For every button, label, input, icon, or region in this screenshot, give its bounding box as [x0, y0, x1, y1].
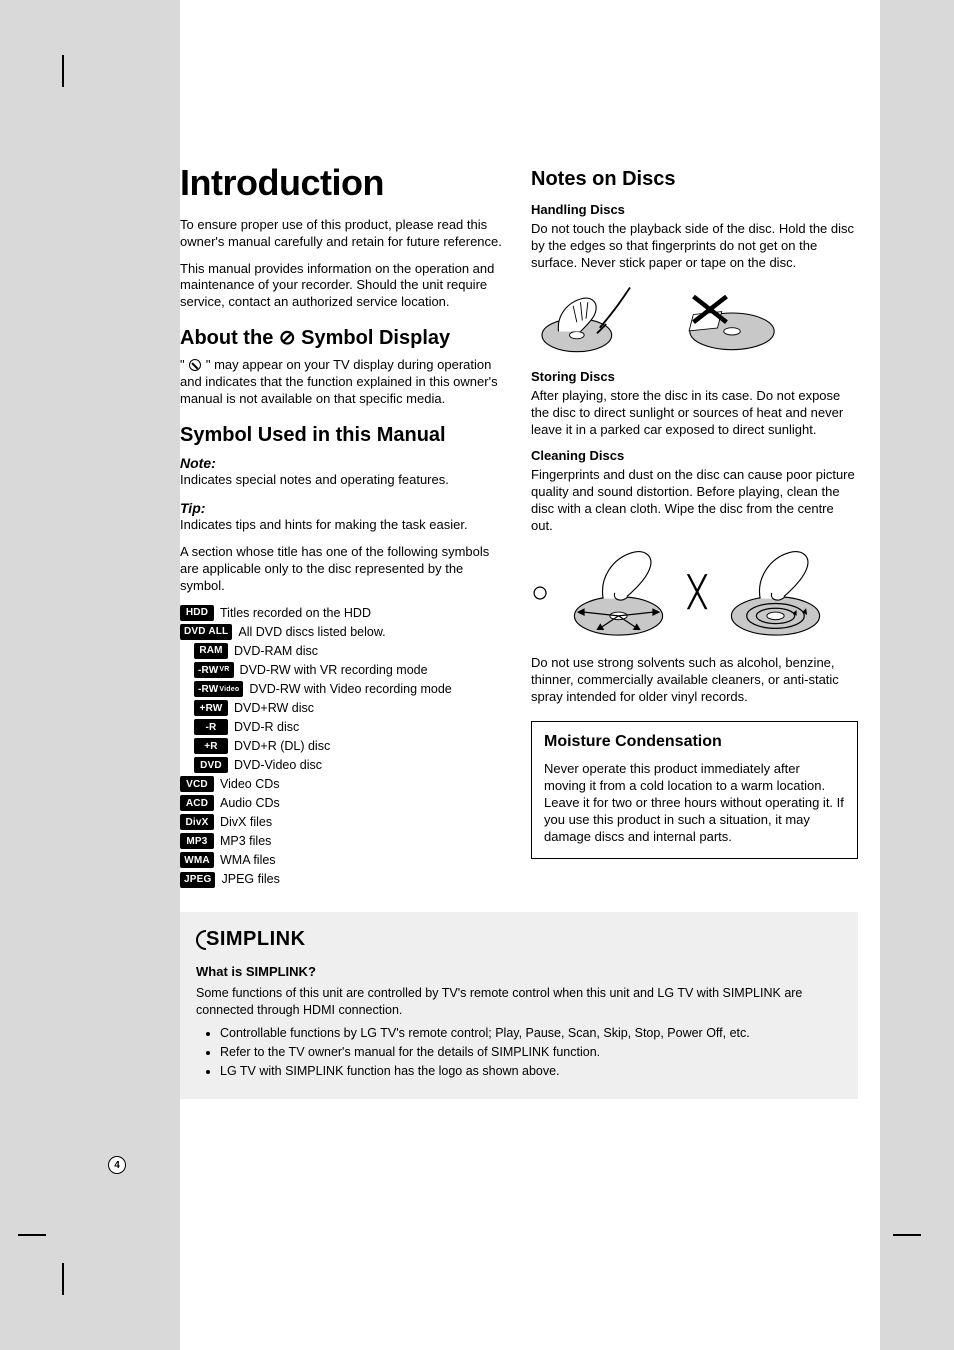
- about-symbol-text: " " may appear on your TV display during…: [180, 357, 507, 408]
- badge-description: WMA files: [220, 852, 276, 868]
- badge-description: DVD-RW with VR recording mode: [240, 662, 428, 678]
- left-column: Introduction To ensure proper use of thi…: [180, 160, 507, 890]
- disc-badge: DVD ALL: [180, 624, 232, 640]
- disc-badge: +RW: [194, 700, 228, 716]
- badge-description: DVD+RW disc: [234, 700, 314, 716]
- badge-description: Video CDs: [220, 776, 280, 792]
- wipe-radial-figure: [561, 545, 676, 641]
- badge-description: All DVD discs listed below.: [238, 624, 385, 640]
- crop-mark: [893, 1234, 921, 1236]
- page-title: Introduction: [180, 160, 507, 207]
- badge-row: DVD ALL All DVD discs listed below.: [180, 624, 507, 640]
- disc-badge: JPEG: [180, 872, 215, 888]
- simplink-bullet: Controllable functions by LG TV's remote…: [220, 1025, 842, 1042]
- badge-row: +R DVD+R (DL) disc: [194, 738, 507, 754]
- moisture-heading: Moisture Condensation: [544, 732, 845, 753]
- disc-badge: MP3: [180, 833, 214, 849]
- handling-figures: [531, 282, 858, 355]
- disc-badge: WMA: [180, 852, 214, 868]
- simplink-arc-icon: [196, 930, 206, 950]
- tip-text: Indicates tips and hints for making the …: [180, 517, 507, 534]
- intro-paragraph: To ensure proper use of this product, pl…: [180, 217, 507, 251]
- simplink-panel: SIMPLINK What is SIMPLINK? Some function…: [180, 912, 858, 1099]
- cleaning-text: Fingerprints and dust on the disc can ca…: [531, 467, 858, 535]
- badge-row: -RWVideo DVD-RW with Video recording mode: [194, 681, 507, 697]
- badge-row: HDD Titles recorded on the HDD: [180, 605, 507, 621]
- crop-mark: [18, 1234, 46, 1236]
- disc-badge: DivX: [180, 814, 214, 830]
- about-symbol-heading: About the ⊘ Symbol Display: [180, 325, 507, 351]
- badge-row: MP3 MP3 files: [180, 833, 507, 849]
- note-heading: Note:: [180, 454, 507, 472]
- storing-text: After playing, store the disc in its cas…: [531, 388, 858, 439]
- text: ": [180, 357, 188, 372]
- disc-badge: -R: [194, 719, 228, 735]
- simplink-intro: Some functions of this unit are controll…: [196, 985, 842, 1019]
- handling-text: Do not touch the playback side of the di…: [531, 221, 858, 272]
- badge-row: DVD DVD-Video disc: [194, 757, 507, 773]
- simplink-logo: SIMPLINK: [196, 926, 306, 953]
- badge-description: JPEG files: [221, 871, 279, 887]
- prohibit-icon: [189, 359, 201, 371]
- disc-badge: RAM: [194, 643, 228, 659]
- storing-heading: Storing Discs: [531, 369, 858, 386]
- ok-mark-icon: ○: [531, 573, 549, 612]
- cleaning-heading: Cleaning Discs: [531, 448, 858, 465]
- badge-row: RAM DVD-RAM disc: [194, 643, 507, 659]
- tip-heading: Tip:: [180, 499, 507, 517]
- intro-paragraph: This manual provides information on the …: [180, 261, 507, 312]
- disc-badge: -RWVR: [194, 662, 234, 678]
- badge-description: DVD-R disc: [234, 719, 299, 735]
- cleaning-figures: ○ ╳: [531, 545, 858, 641]
- section-note: A section whose title has one of the fol…: [180, 544, 507, 595]
- disc-badge: DVD: [194, 757, 228, 773]
- text: " may appear on your TV display during o…: [180, 357, 498, 406]
- badge-description: MP3 files: [220, 833, 271, 849]
- badge-row: VCD Video CDs: [180, 776, 507, 792]
- right-column: Notes on Discs Handling Discs Do not tou…: [531, 160, 858, 890]
- moisture-box: Moisture Condensation Never operate this…: [531, 721, 858, 858]
- disc-badge: HDD: [180, 605, 214, 621]
- badge-row: WMA WMA files: [180, 852, 507, 868]
- simplink-logo-text: SIMPLINK: [206, 926, 306, 953]
- badge-row: -RWVR DVD-RW with VR recording mode: [194, 662, 507, 678]
- disc-badge: -RWVideo: [194, 681, 243, 697]
- moisture-text: Never operate this product immediately a…: [544, 761, 845, 845]
- simplink-bullet: LG TV with SIMPLINK function has the log…: [220, 1063, 842, 1080]
- badge-row: JPEG JPEG files: [180, 871, 507, 887]
- badge-description: DVD-RAM disc: [234, 643, 318, 659]
- badge-description: Audio CDs: [220, 795, 280, 811]
- page-number: 4: [108, 1156, 126, 1174]
- handling-heading: Handling Discs: [531, 202, 858, 219]
- no-tape-figure: [677, 291, 787, 355]
- disc-badge: VCD: [180, 776, 214, 792]
- crop-mark: [62, 55, 64, 87]
- disc-badge: +R: [194, 738, 228, 754]
- crop-mark: [62, 1263, 64, 1295]
- badge-row: +RW DVD+RW disc: [194, 700, 507, 716]
- badge-description: DVD-Video disc: [234, 757, 322, 773]
- disc-badge-list: HDD Titles recorded on the HDD DVD ALL All …: [180, 605, 507, 888]
- badge-row: -R DVD-R disc: [194, 719, 507, 735]
- notes-on-discs-heading: Notes on Discs: [531, 166, 858, 192]
- page-content: Introduction To ensure proper use of thi…: [180, 0, 880, 1350]
- badge-description: DVD-RW with Video recording mode: [249, 681, 451, 697]
- simplink-heading: What is SIMPLINK?: [196, 963, 842, 981]
- hold-disc-figure: [531, 282, 641, 355]
- bad-mark-icon: ╳: [688, 573, 706, 612]
- solvent-text: Do not use strong solvents such as alcoh…: [531, 655, 858, 706]
- badge-row: DivX DivX files: [180, 814, 507, 830]
- symbols-used-heading: Symbol Used in this Manual: [180, 422, 507, 448]
- wipe-circular-figure: [718, 545, 833, 641]
- badge-row: ACD Audio CDs: [180, 795, 507, 811]
- simplink-bullet: Refer to the TV owner's manual for the d…: [220, 1044, 842, 1061]
- note-text: Indicates special notes and operating fe…: [180, 472, 507, 489]
- badge-description: DivX files: [220, 814, 272, 830]
- simplink-bullet-list: Controllable functions by LG TV's remote…: [220, 1025, 842, 1080]
- badge-description: DVD+R (DL) disc: [234, 738, 330, 754]
- badge-description: Titles recorded on the HDD: [220, 605, 371, 621]
- disc-badge: ACD: [180, 795, 214, 811]
